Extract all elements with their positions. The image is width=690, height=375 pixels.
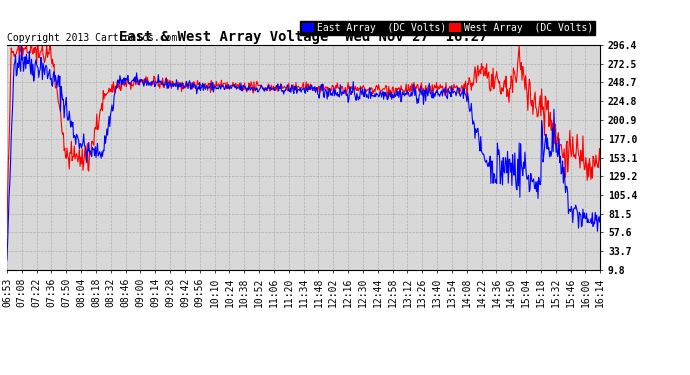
Text: Copyright 2013 Cartronics.com: Copyright 2013 Cartronics.com — [8, 33, 178, 43]
Legend: East Array  (DC Volts), West Array  (DC Volts): East Array (DC Volts), West Array (DC Vo… — [300, 21, 595, 36]
Title: East & West Array Voltage  Wed Nov 27  16:27: East & West Array Voltage Wed Nov 27 16:… — [119, 30, 488, 44]
